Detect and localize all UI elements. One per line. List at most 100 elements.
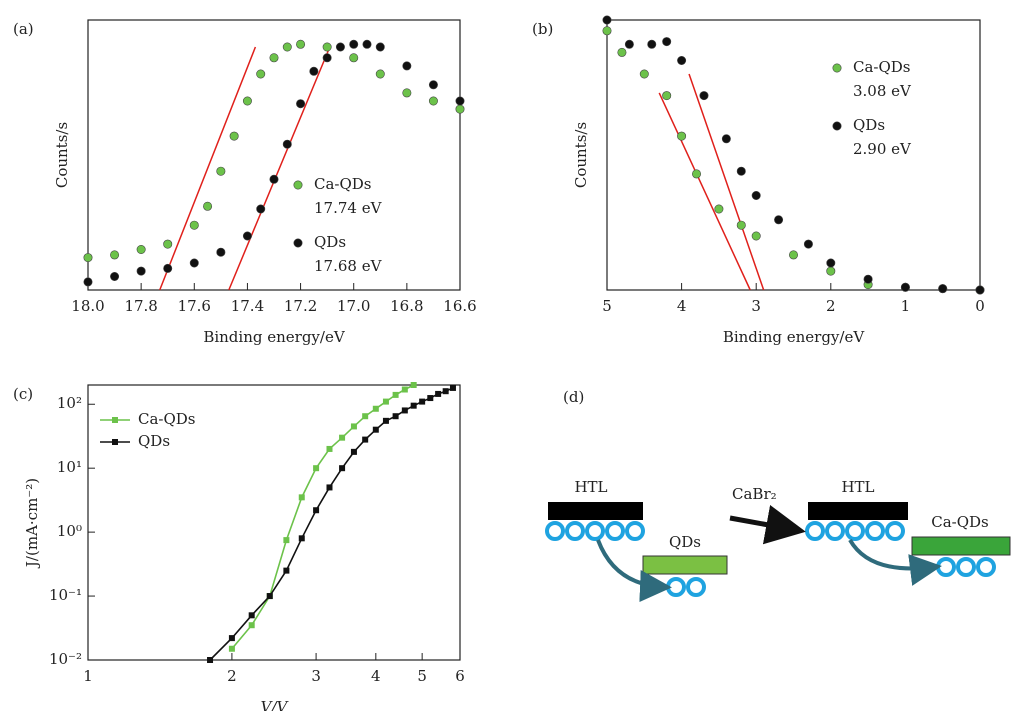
point — [189, 220, 199, 230]
point — [401, 386, 408, 393]
legend-marker — [832, 63, 842, 73]
point — [427, 395, 434, 402]
point — [410, 382, 417, 388]
point — [662, 91, 672, 101]
x-axis-label: Binding energy/eV — [203, 328, 346, 346]
plot-frame — [87, 19, 461, 291]
legend-label: QDs — [853, 116, 885, 134]
y-tick-label: 10⁻¹ — [49, 586, 82, 604]
point — [298, 535, 305, 542]
x-tick-label: 17.8 — [124, 297, 157, 315]
point — [309, 66, 319, 76]
point — [242, 96, 252, 106]
y-axis-label: Counts/s — [53, 122, 71, 188]
point — [662, 37, 672, 47]
point — [401, 407, 408, 414]
point — [228, 645, 235, 652]
point — [392, 391, 399, 398]
point — [428, 80, 438, 90]
legend-label: QDs — [314, 233, 346, 251]
point — [242, 231, 252, 241]
point — [721, 134, 731, 144]
point — [402, 61, 412, 71]
x-axis-label: Binding energy/eV — [723, 328, 866, 346]
x-tick-label: 17.4 — [231, 297, 264, 315]
point — [736, 220, 746, 230]
point — [322, 42, 332, 52]
legend-label: Ca-QDs — [314, 175, 372, 193]
point — [163, 239, 173, 249]
point — [402, 88, 412, 98]
x-tick-label: 16.6 — [443, 297, 476, 315]
point — [283, 537, 290, 544]
panel-label: (a) — [13, 20, 34, 38]
fit-line — [688, 73, 765, 291]
series-line — [231, 384, 415, 650]
point — [296, 99, 306, 109]
x-tick-label: 17.2 — [284, 297, 317, 315]
point — [602, 15, 612, 25]
panel-label: (d) — [563, 388, 584, 406]
point — [136, 245, 146, 255]
layer-label: Ca-QDs — [931, 513, 989, 531]
point — [372, 426, 379, 433]
transfer-arrow — [848, 538, 942, 586]
point — [803, 239, 813, 249]
point — [256, 204, 266, 214]
x-tick-label: 18.0 — [71, 297, 104, 315]
plot-frame — [87, 384, 461, 661]
legend-label: Ca-QDs — [138, 410, 196, 428]
legend-marker — [832, 121, 842, 131]
point — [269, 53, 279, 63]
point — [110, 271, 120, 281]
point — [266, 593, 273, 600]
point — [282, 139, 292, 149]
point — [207, 657, 214, 663]
legend-marker — [293, 180, 303, 190]
qd-layer — [911, 536, 1011, 556]
point — [392, 413, 399, 420]
point — [269, 174, 279, 184]
process-arrow — [729, 504, 806, 545]
point — [435, 390, 442, 397]
point — [410, 402, 417, 409]
htl-layer — [548, 502, 643, 520]
x-tick-label: 6 — [455, 667, 465, 685]
point — [900, 282, 910, 292]
y-tick-label: 10⁰ — [57, 522, 82, 540]
y-tick-label: 10¹ — [57, 458, 82, 476]
point — [699, 91, 709, 101]
point — [419, 398, 426, 405]
x-tick-label: 16.8 — [390, 297, 423, 315]
point — [375, 69, 385, 79]
point — [362, 436, 369, 443]
point — [229, 131, 239, 141]
point — [938, 284, 948, 294]
point — [248, 622, 255, 629]
point — [339, 434, 346, 441]
y-tick-label: 10⁻² — [49, 650, 82, 668]
x-tick-label: 4 — [677, 297, 687, 315]
panel-label: (b) — [532, 20, 553, 38]
x-tick-label: 4 — [371, 667, 381, 685]
point — [677, 55, 687, 65]
x-tick-label: 2 — [227, 667, 237, 685]
point — [826, 266, 836, 276]
fit-line — [658, 92, 751, 291]
x-tick-label: 5 — [602, 297, 612, 315]
point — [751, 231, 761, 241]
point — [189, 258, 199, 268]
fit-line — [159, 46, 257, 291]
x-tick-label: 17.0 — [337, 297, 370, 315]
point — [350, 423, 357, 430]
point — [602, 26, 612, 36]
point — [203, 201, 213, 211]
point — [975, 285, 985, 295]
point — [788, 250, 798, 260]
layer-label: QDs — [669, 533, 701, 551]
point — [282, 42, 292, 52]
point — [326, 484, 333, 491]
point — [382, 417, 389, 424]
y-tick-label: 10² — [57, 394, 82, 412]
